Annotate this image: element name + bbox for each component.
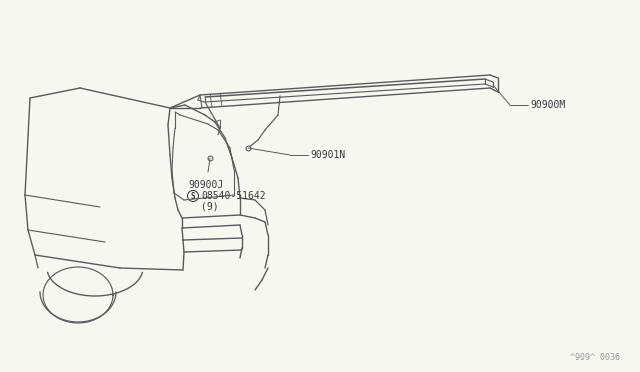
- Text: 90900M: 90900M: [530, 100, 565, 110]
- Text: 08540-51642: 08540-51642: [201, 191, 266, 201]
- Text: S: S: [191, 192, 195, 201]
- Text: 90900J: 90900J: [188, 180, 223, 190]
- Text: ^909^ 0036: ^909^ 0036: [570, 353, 620, 362]
- Text: (9): (9): [201, 201, 219, 211]
- Text: 90901N: 90901N: [310, 150, 345, 160]
